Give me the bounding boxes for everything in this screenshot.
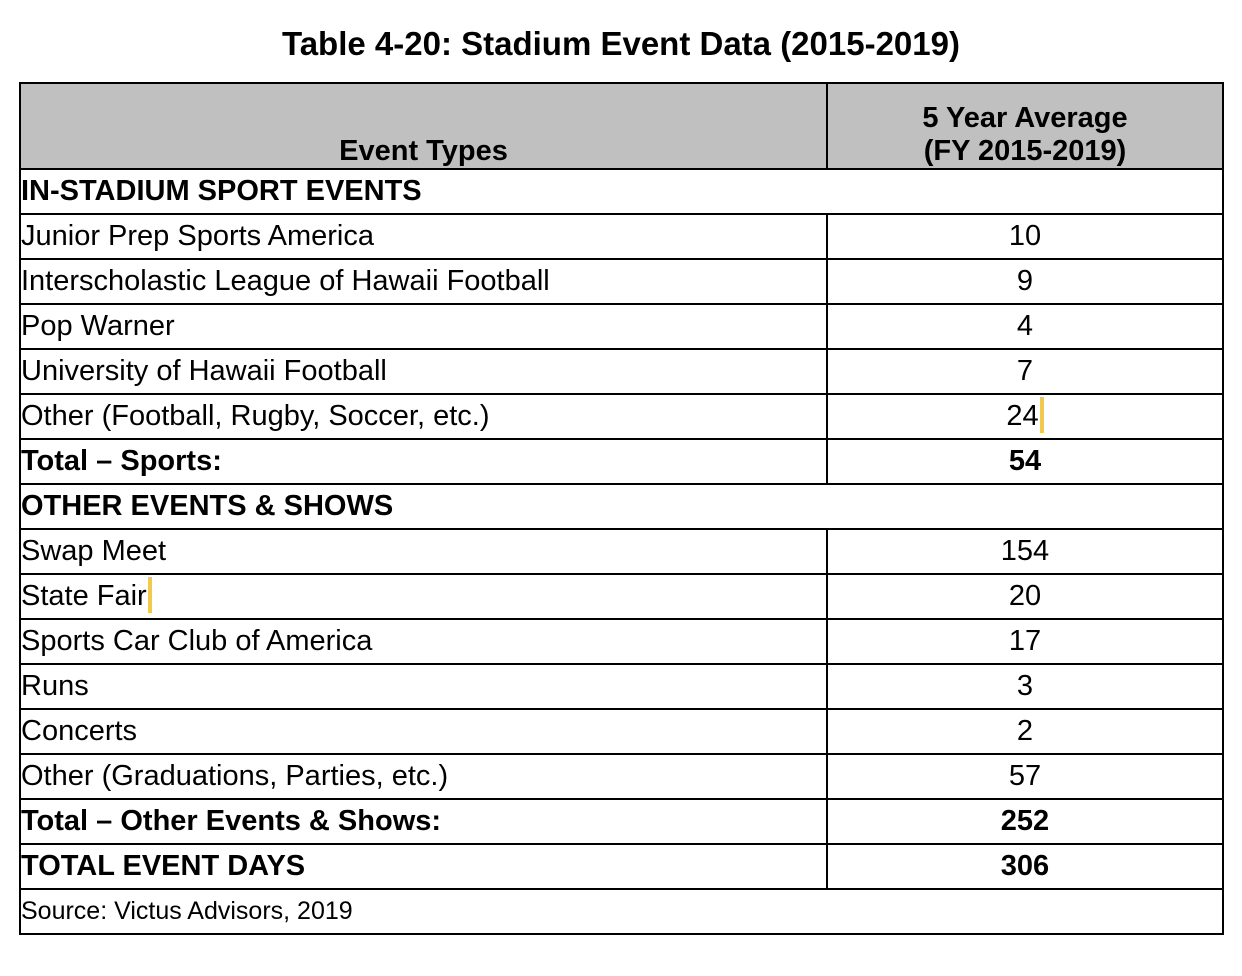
header-five-year-average-line1: 5 Year Average xyxy=(922,102,1128,134)
subtotal-row: Total – Sports: 54 xyxy=(19,438,1224,485)
average-cell: 7 xyxy=(826,348,1224,395)
section-heading-row: OTHER EVENTS & SHOWS xyxy=(19,483,1224,530)
event-type-cell: Concerts xyxy=(19,708,828,755)
event-type-cell: Other (Graduations, Parties, etc.) xyxy=(19,753,828,800)
table-row: Pop Warner 4 xyxy=(19,303,1224,350)
subtotal-row: Total – Other Events & Shows: 252 xyxy=(19,798,1224,845)
event-type-cell: Junior Prep Sports America xyxy=(19,213,828,260)
event-type-cell: Interscholastic League of Hawaii Footbal… xyxy=(19,258,828,305)
table-header-row: Event Types 5 Year Average (FY 2015-2019… xyxy=(19,82,1224,170)
text-cursor-highlight xyxy=(1039,397,1044,434)
event-type-cell: University of Hawaii Football xyxy=(19,348,828,395)
grand-total-label: TOTAL EVENT DAYS xyxy=(19,843,828,890)
average-cell: 10 xyxy=(826,213,1224,260)
table-title: Table 4-20: Stadium Event Data (2015-201… xyxy=(282,25,960,62)
subtotal-value: 252 xyxy=(826,798,1224,845)
section-heading: IN-STADIUM SPORT EVENTS xyxy=(19,168,1224,215)
subtotal-value: 54 xyxy=(826,438,1224,485)
average-cell: 17 xyxy=(826,618,1224,665)
header-five-year-average-line2: (FY 2015-2019) xyxy=(923,135,1127,167)
source-note: Source: Victus Advisors, 2019 xyxy=(19,888,1224,935)
average-cell: 9 xyxy=(826,258,1224,305)
table-row: Swap Meet 154 xyxy=(19,528,1224,575)
table-row: Junior Prep Sports America 10 xyxy=(19,213,1224,260)
grand-total-row: TOTAL EVENT DAYS 306 xyxy=(19,843,1224,890)
event-data-table: Event Types 5 Year Average (FY 2015-2019… xyxy=(19,82,1224,935)
event-type-cell: State Fair xyxy=(19,573,828,620)
table-row: Concerts 2 xyxy=(19,708,1224,755)
event-type-cell: Pop Warner xyxy=(19,303,828,350)
subtotal-label: Total – Sports: xyxy=(19,438,828,485)
section-heading: OTHER EVENTS & SHOWS xyxy=(19,483,1224,530)
average-cell: 57 xyxy=(826,753,1224,800)
table-row: Other (Graduations, Parties, etc.) 57 xyxy=(19,753,1224,800)
event-type-cell: Other (Football, Rugby, Soccer, etc.) xyxy=(19,393,828,440)
event-type-cell: Runs xyxy=(19,663,828,710)
table-row: Sports Car Club of America 17 xyxy=(19,618,1224,665)
table-row: State Fair 20 xyxy=(19,573,1224,620)
average-cell: 20 xyxy=(826,573,1224,620)
average-cell: 3 xyxy=(826,663,1224,710)
table-row: University of Hawaii Football 7 xyxy=(19,348,1224,395)
average-cell: 24 xyxy=(826,393,1224,440)
event-type-cell: Sports Car Club of America xyxy=(19,618,828,665)
table-row: Other (Football, Rugby, Soccer, etc.) 24 xyxy=(19,393,1224,440)
header-five-year-average: 5 Year Average (FY 2015-2019) xyxy=(826,82,1224,170)
table-row: Interscholastic League of Hawaii Footbal… xyxy=(19,258,1224,305)
event-type-cell: Swap Meet xyxy=(19,528,828,575)
text-cursor-highlight xyxy=(147,577,152,614)
subtotal-label: Total – Other Events & Shows: xyxy=(19,798,828,845)
source-row: Source: Victus Advisors, 2019 xyxy=(19,888,1224,935)
average-cell: 2 xyxy=(826,708,1224,755)
event-type-label: State Fair xyxy=(21,580,147,612)
section-heading-row: IN-STADIUM SPORT EVENTS xyxy=(19,168,1224,215)
average-value: 24 xyxy=(1006,400,1039,432)
average-cell: 154 xyxy=(826,528,1224,575)
grand-total-value: 306 xyxy=(826,843,1224,890)
header-event-types: Event Types xyxy=(19,82,828,170)
table-row: Runs 3 xyxy=(19,663,1224,710)
average-cell: 4 xyxy=(826,303,1224,350)
